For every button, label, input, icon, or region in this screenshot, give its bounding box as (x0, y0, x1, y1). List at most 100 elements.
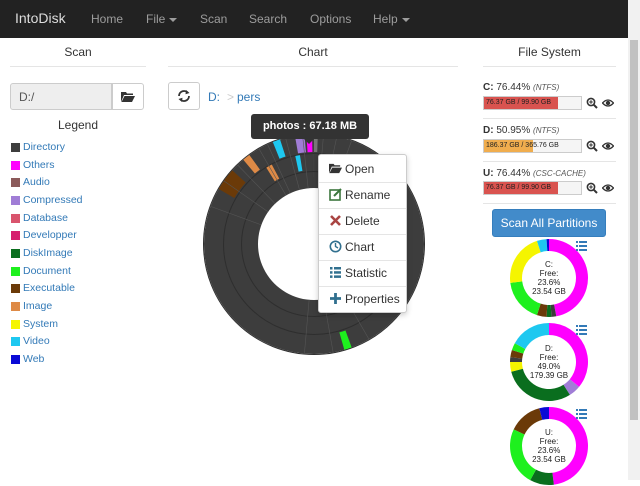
executable-segment[interactable] (218, 170, 246, 198)
executable-slice[interactable] (513, 408, 543, 435)
chart-header-divider (168, 66, 458, 67)
legend-label: System (23, 317, 59, 330)
web-slice[interactable] (539, 407, 549, 420)
legend-swatch (11, 337, 20, 347)
scan-header: Scan (64, 45, 92, 59)
menu-divider (319, 260, 406, 261)
caret-down-icon (169, 17, 178, 22)
zoom-in-icon[interactable] (586, 140, 598, 152)
plus-icon (330, 293, 341, 304)
list-icon (330, 267, 341, 278)
executable-slice[interactable] (536, 303, 548, 317)
others-slice[interactable] (549, 323, 588, 387)
partition-pie-d[interactable] (509, 322, 589, 402)
drive-divider (483, 161, 616, 162)
legend-swatch (11, 301, 20, 311)
pie-free-label: Free: (539, 353, 559, 362)
image-segment[interactable] (243, 155, 260, 174)
drive-divider (483, 203, 616, 204)
menu-item-statistic[interactable]: Statistic (319, 260, 406, 286)
nav-file[interactable]: File (146, 12, 178, 26)
document-slice[interactable] (510, 281, 541, 316)
legend-swatch (11, 354, 20, 364)
zoom-in-icon[interactable] (586, 182, 598, 194)
menu-item-open[interactable]: Open (319, 156, 406, 182)
diskimage-slice[interactable] (511, 368, 570, 401)
drive-percent: 76.44% (496, 168, 531, 179)
eye-icon[interactable] (602, 97, 614, 109)
nav-options[interactable]: Options (310, 12, 351, 26)
menu-item-delete[interactable]: Delete (319, 208, 406, 234)
zoom-in-icon[interactable] (586, 97, 598, 109)
scan-path-input[interactable]: D:/ (10, 83, 112, 110)
menu-divider (319, 286, 406, 287)
delete-icon (330, 215, 341, 226)
document-slice[interactable] (511, 343, 526, 354)
directory-slice[interactable] (550, 304, 557, 317)
list-icon[interactable] (576, 409, 587, 419)
compressed-slice[interactable] (563, 379, 580, 395)
list-icon[interactable] (576, 241, 587, 251)
filesystem-header: File System (518, 45, 581, 59)
legend-swatch (11, 195, 20, 205)
nav-scan[interactable]: Scan (200, 12, 227, 26)
nav-home[interactable]: Home (91, 12, 123, 26)
tooltip-arrow (304, 139, 314, 144)
document-slice[interactable] (510, 429, 536, 481)
refresh-button[interactable] (168, 82, 200, 110)
video-slice[interactable] (536, 239, 548, 253)
breadcrumb-drive[interactable]: D: (208, 90, 220, 104)
scan-all-partitions-button[interactable]: Scan All Partitions (492, 209, 606, 237)
menu-item-chart[interactable]: Chart (319, 234, 406, 260)
video-slice[interactable] (514, 323, 549, 349)
nav-help[interactable]: Help (373, 12, 410, 26)
video-segment[interactable] (272, 139, 286, 159)
partition-pie-u[interactable] (509, 406, 589, 486)
app-brand[interactable]: IntoDisk (15, 10, 66, 26)
executable-slice[interactable] (510, 349, 524, 359)
clock-chart-icon (329, 240, 342, 253)
menu-divider (319, 182, 406, 183)
pie-free-label: Free: (539, 269, 559, 278)
browse-folder-button[interactable] (112, 83, 144, 110)
legend-swatch (11, 160, 20, 170)
legend-swatch (11, 213, 20, 223)
eye-icon[interactable] (602, 182, 614, 194)
scan-header-divider (10, 66, 146, 67)
eye-icon[interactable] (602, 140, 614, 152)
nav-search-label: Search (249, 12, 288, 26)
menu-item-open-label: Open (345, 162, 375, 176)
drive-letter: U: (483, 168, 494, 179)
scrollbar-thumb[interactable] (630, 40, 638, 420)
partition-pie-c[interactable] (509, 238, 589, 318)
directory-slice[interactable] (510, 357, 523, 362)
web-slice[interactable] (546, 239, 549, 252)
others-slice[interactable] (549, 239, 588, 317)
pie-free-label: Free: (539, 437, 559, 446)
breadcrumb-folder[interactable]: pers (237, 90, 261, 104)
menu-item-chart-label: Chart (345, 240, 375, 254)
legend-swatch (11, 231, 20, 241)
legend-label: Executable (23, 282, 75, 295)
menu-item-rename[interactable]: Rename (319, 182, 406, 208)
diskimage-slice[interactable] (546, 304, 552, 317)
system-slice[interactable] (510, 240, 541, 283)
segment-boundary (210, 206, 262, 226)
drive-fs-type: (CSC-CACHE) (533, 169, 586, 178)
legend-label: Video (23, 335, 50, 348)
nav-search[interactable]: Search (249, 12, 287, 26)
menu-item-properties-label: Properties (345, 292, 400, 306)
nav-file-label: File (146, 12, 166, 26)
document-segment[interactable] (339, 330, 352, 350)
drive-u-usage-bar: 76.37 GB / 99.90 GB (483, 181, 582, 195)
menu-item-properties[interactable]: Properties (319, 286, 406, 312)
pie-free-percent: 23.6% (537, 446, 561, 455)
list-icon[interactable] (576, 325, 587, 335)
segment-boundary (223, 180, 269, 213)
video-segment[interactable] (295, 155, 303, 172)
chart-tooltip: photos : 67.18 MB (251, 114, 369, 139)
edit-icon (329, 188, 342, 201)
system-slice[interactable] (510, 362, 523, 372)
pie-free-size: 23.54 GB (532, 455, 566, 464)
others-slice[interactable] (549, 407, 588, 485)
